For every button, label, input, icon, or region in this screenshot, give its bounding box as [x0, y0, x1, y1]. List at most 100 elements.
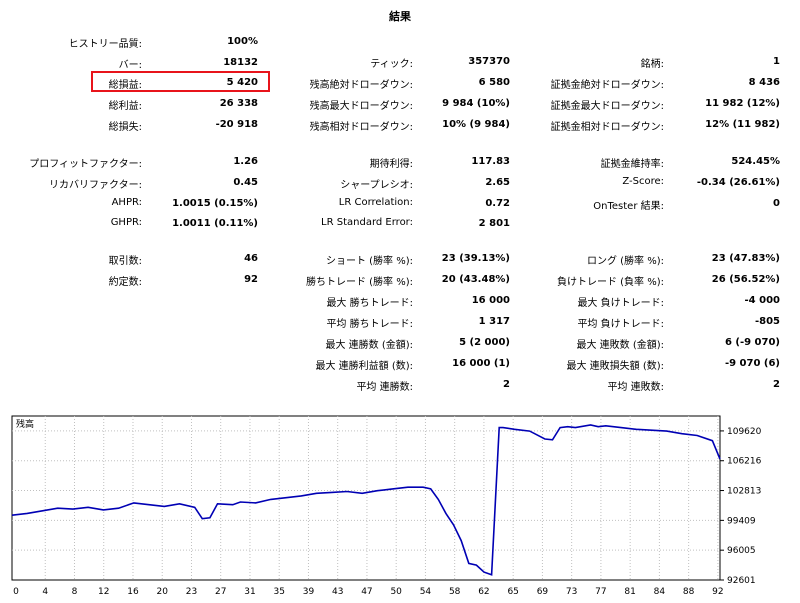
average-loss-trade-value: -805	[754, 316, 780, 327]
chart-frame	[11, 415, 721, 581]
x-tick-label: 50	[390, 587, 402, 597]
loss-trades-value: 26 (56.52%)	[711, 274, 780, 285]
equity-dd-maximal-value: 11 982 (12%)	[705, 98, 780, 109]
average-loss-trade-label: 平均 負けトレード:	[577, 319, 664, 330]
avg-consecutive-wins-label: 平均 連勝数:	[356, 382, 413, 393]
ahpr-value: 1.0015 (0.15%)	[172, 198, 258, 209]
x-tick-label: 0	[13, 587, 19, 597]
total-profit-highlight	[91, 71, 270, 92]
balance-dd-maximal-value: 9 984 (10%)	[442, 98, 510, 109]
equity-dd-relative-label: 証拠金相対ドローダウン:	[550, 122, 664, 133]
balance-dd-relative-label: 残高相対ドローダウン:	[309, 122, 413, 133]
equity-dd-absolute-label: 証拠金絶対ドローダウン:	[550, 80, 664, 91]
report-title: 結果	[389, 10, 411, 23]
x-tick-label: 8	[72, 587, 78, 597]
total-trades-label: 取引数:	[108, 256, 142, 267]
bars-value: 18132	[223, 57, 258, 68]
recovery-factor-label: リカバリファクター:	[49, 180, 142, 191]
total-deals-label: 約定数:	[108, 277, 142, 288]
gross-profit-value: 26 338	[219, 98, 258, 109]
avg-consecutive-losses-label: 平均 連敗数:	[607, 382, 664, 393]
lr-correlation-value: 0.72	[485, 198, 510, 209]
x-tick-label: 20	[157, 587, 169, 597]
total-trades-value: 46	[244, 253, 258, 264]
profit-trades-value: 20 (43.48%)	[441, 274, 510, 285]
x-tick-label: 43	[332, 587, 343, 597]
long-trades-label: ロング (勝率 %):	[586, 256, 664, 267]
margin-level-label: 証拠金維持率:	[600, 159, 664, 170]
max-consecutive-losses-value: 6 (-9 070)	[724, 337, 780, 348]
x-tick-label: 77	[595, 587, 606, 597]
symbols-value: 1	[773, 56, 780, 67]
average-profit-trade-label: 平均 勝ちトレード:	[326, 319, 413, 330]
ontester-result-value: 0	[773, 198, 780, 209]
x-tick-label: 35	[273, 587, 284, 597]
z-score-value: -0.34 (26.61%)	[696, 177, 780, 188]
chart-ylabel: 残高	[16, 418, 34, 430]
balance-dd-absolute-value: 6 580	[478, 77, 510, 88]
x-tick-label: 54	[420, 587, 432, 597]
equity-dd-relative-value: 12% (11 982)	[705, 119, 780, 130]
total-net-profit-label: 総損益:	[108, 80, 142, 91]
largest-profit-trade-value: 16 000	[471, 295, 510, 306]
x-tick-label: 73	[566, 587, 577, 597]
x-tick-label: 65	[507, 587, 518, 597]
expected-payoff-value: 117.83	[471, 156, 510, 167]
lr-standard-error-value: 2 801	[478, 218, 510, 229]
balance-chart: 0 4 8 12 16 20 23 27 31 35 39 43 47 50 54 58 62 65 69 73 77 8…	[11, 415, 762, 597]
y-tick-label: 99409	[727, 516, 756, 526]
x-tick-label: 12	[98, 587, 109, 597]
x-tick-label: 16	[127, 587, 139, 597]
max-consecutive-profit-label: 最大 連勝利益額 (数):	[315, 361, 413, 372]
x-tick-label: 69	[537, 587, 549, 597]
largest-profit-trade-label: 最大 勝ちトレード:	[326, 298, 413, 309]
history-quality-value: 100%	[227, 36, 258, 47]
short-trades-value: 23 (39.13%)	[441, 253, 510, 264]
average-profit-trade-value: 1 317	[478, 316, 510, 327]
x-tick-label: 23	[186, 587, 197, 597]
z-score-label: Z-Score:	[622, 176, 664, 187]
x-tick-label: 27	[215, 587, 226, 597]
largest-loss-trade-label: 最大 負けトレード:	[577, 298, 664, 309]
history-quality-label: ヒストリー品質:	[68, 39, 142, 50]
ghpr-value: 1.0011 (0.11%)	[172, 218, 258, 229]
loss-trades-label: 負けトレード (負率 %):	[556, 277, 664, 288]
max-consecutive-loss-label: 最大 連敗損失額 (数):	[566, 361, 664, 372]
lr-correlation-label: LR Correlation:	[338, 197, 413, 208]
y-tick-label: 102813	[727, 487, 761, 497]
total-deals-value: 92	[244, 274, 258, 285]
symbols-label: 銘柄:	[640, 59, 664, 70]
x-tick-label: 39	[303, 587, 315, 597]
ghpr-label: GHPR:	[110, 217, 142, 228]
ontester-result-label: OnTester 結果:	[593, 201, 664, 212]
balance-dd-absolute-label: 残高絶対ドローダウン:	[309, 80, 413, 91]
y-tick-label: 96005	[727, 546, 756, 556]
x-tick-label: 58	[449, 587, 461, 597]
gross-profit-label: 総利益:	[108, 101, 142, 112]
max-consecutive-profit-value: 16 000 (1)	[452, 358, 510, 369]
profit-factor-label: プロフィットファクター:	[29, 159, 142, 170]
balance-dd-relative-value: 10% (9 984)	[442, 119, 510, 130]
ticks-label: ティック:	[370, 59, 413, 70]
balance-line	[11, 424, 721, 576]
balance-dd-maximal-label: 残高最大ドローダウン:	[309, 101, 413, 112]
max-consecutive-losses-label: 最大 連敗数 (金額):	[576, 340, 664, 351]
max-consecutive-wins-label: 最大 連勝数 (金額):	[325, 340, 413, 351]
equity-dd-maximal-label: 証拠金最大ドローダウン:	[550, 101, 664, 112]
x-tick-label: 62	[478, 587, 489, 597]
x-tick-label: 4	[42, 587, 48, 597]
total-net-profit-value: 5 420	[226, 77, 258, 88]
y-tick-label: 109620	[727, 427, 762, 437]
sharpe-ratio-label: シャープレシオ:	[340, 180, 413, 191]
lr-standard-error-label: LR Standard Error:	[321, 217, 413, 228]
recovery-factor-value: 0.45	[233, 177, 258, 188]
long-trades-value: 23 (47.83%)	[711, 253, 780, 264]
profit-trades-label: 勝ちトレード (勝率 %):	[305, 277, 413, 288]
max-consecutive-wins-value: 5 (2 000)	[459, 337, 510, 348]
short-trades-label: ショート (勝率 %):	[325, 256, 413, 267]
largest-loss-trade-value: -4 000	[744, 295, 780, 306]
gross-loss-value: -20 918	[215, 119, 258, 130]
avg-consecutive-wins-value: 2	[503, 379, 510, 390]
ticks-value: 357370	[468, 56, 510, 67]
expected-payoff-label: 期待利得:	[369, 159, 413, 170]
